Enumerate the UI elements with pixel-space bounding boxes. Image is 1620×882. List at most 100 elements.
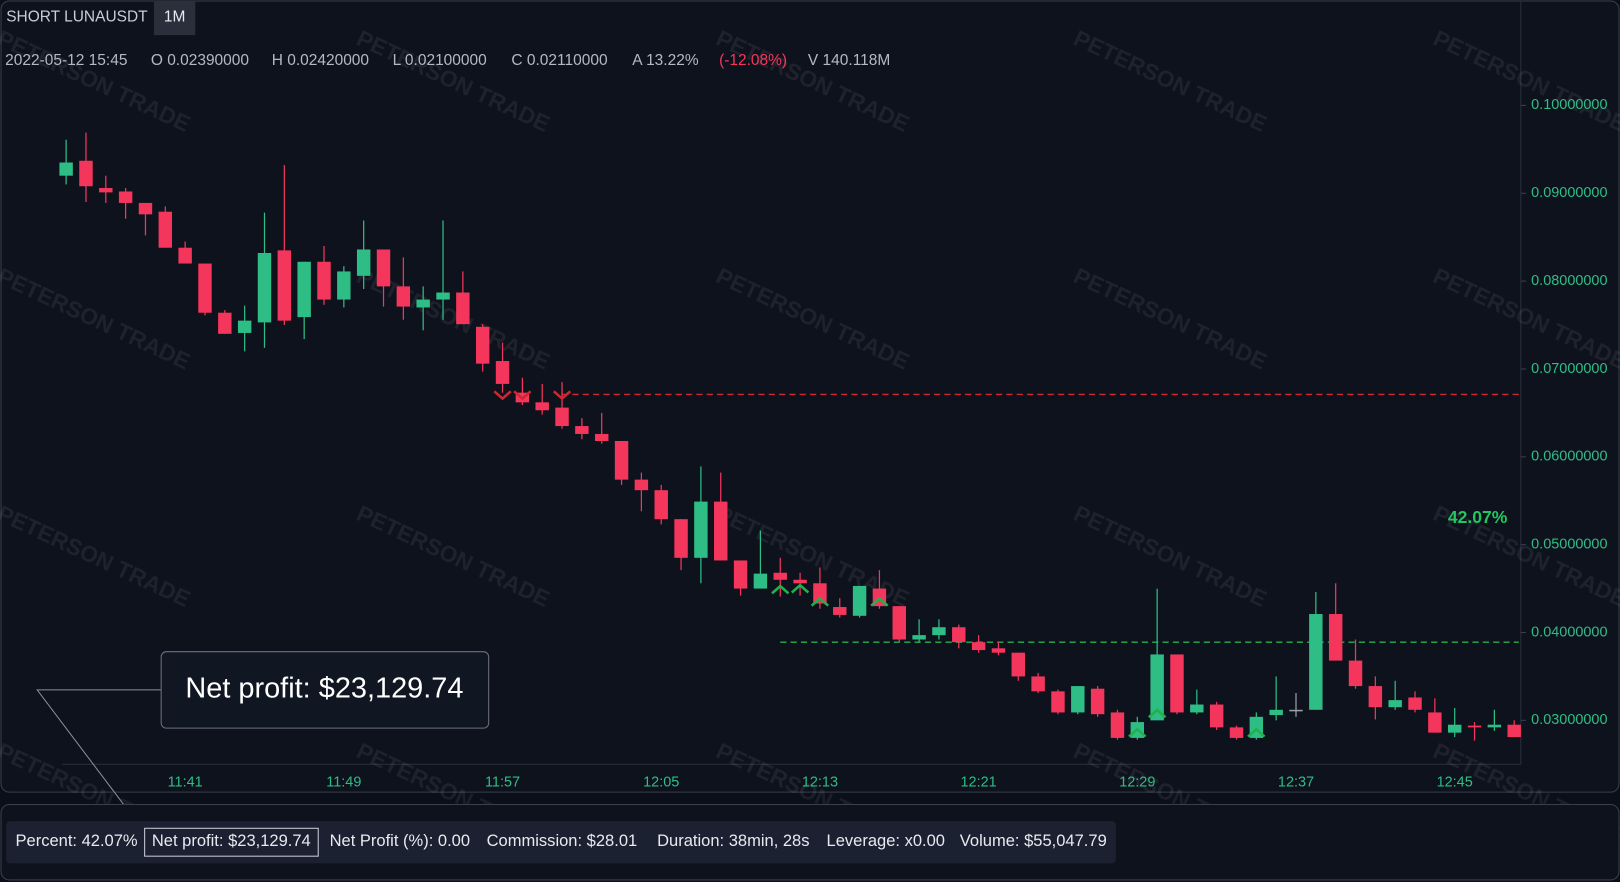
candle-body [396,286,411,307]
candle-body [1408,697,1422,710]
candle-body [1289,709,1303,712]
candle-body [852,585,867,616]
candle-body [1031,676,1045,692]
stat: Net Profit (%): 0.00 [330,831,470,850]
candle-body [297,261,311,318]
interval[interactable]: 1M [164,9,186,26]
stat: Net profit: $23,129.74 [152,831,311,850]
legend-low: L 0.02100000 [393,52,487,69]
candle-body [733,560,748,589]
y-tick-label: 0.03000000 [1531,712,1607,728]
candle-body [694,501,708,558]
interval-tab[interactable] [153,1,196,36]
candle-body [1209,704,1224,728]
y-tick-label: 0.08000000 [1531,273,1607,289]
candle-body [118,191,133,203]
candle-body [198,263,212,313]
candle-body [158,211,173,248]
candle-body [594,433,609,441]
x-tick-label: 12:21 [961,775,997,791]
candle-body [535,402,549,411]
x-tick-label: 12:13 [802,775,838,791]
legend-open: O 0.02390000 [151,52,249,69]
percent-annotation: 42.07% [1448,507,1508,527]
profit-annotation: Net profit: $23,129.74 [185,673,463,705]
candle-body [1090,688,1105,715]
stat: Leverage: x0.00 [827,831,945,850]
candle-body [376,249,391,287]
candle-body [614,440,629,480]
plot [59,132,1521,741]
candle-body [138,202,153,215]
candle-body [674,519,688,558]
candle-body [1190,704,1204,713]
signal-arrow [870,596,889,607]
candle-body [1071,686,1085,713]
candle-body [833,607,847,615]
candle-body [1428,712,1442,733]
y-tick-label: 0.07000000 [1531,361,1607,377]
signal-arrow [493,390,512,401]
candle-body [337,271,351,300]
candle-body [1447,724,1462,733]
candle-body [1309,614,1323,710]
candle-body [1051,691,1065,713]
candle-body [952,627,966,643]
candle-body [555,407,569,427]
y-tick-label: 0.04000000 [1531,624,1607,640]
y-tick-label: 0.09000000 [1531,185,1607,201]
candle-body [237,320,252,333]
candle-body [773,572,787,580]
candle-body [317,261,331,300]
candle-body [892,606,906,640]
legend-change: (-12.08%) [719,52,787,69]
candle-body [178,247,192,264]
signal-arrow [810,596,830,607]
candle-body [1507,724,1521,738]
candle-body [1269,709,1283,716]
candle-body [416,299,430,308]
candle-body [495,361,510,384]
candle-body [1011,652,1026,677]
leader-line [36,689,162,817]
stat: Volume: $55,047.79 [960,831,1107,850]
candle-body [1368,686,1383,708]
candle-body [1467,725,1482,728]
candle-body [793,579,807,584]
candle-body [932,627,946,636]
candle-body [475,326,490,364]
candle-body [356,249,371,276]
candle-body [1348,660,1363,687]
legend-volume: V 140.118M [808,52,890,69]
x-tick-label: 12:37 [1278,775,1314,791]
candle-body [456,292,470,325]
y-tick-label: 0.06000000 [1531,449,1607,465]
candle-body [991,648,1006,653]
legend-close: C 0.02110000 [511,52,607,69]
candle-body [1388,700,1402,708]
legend-date: 2022-05-12 15:45 [5,52,127,69]
signal-arrow [513,390,532,401]
symbol: SHORT LUNAUSDT [6,9,148,26]
y-tick-label: 0.05000000 [1531,536,1607,552]
x-tick-label: 11:41 [168,775,203,791]
candle-body [79,160,93,187]
legend-high: H 0.02420000 [272,52,369,69]
candle-body [575,426,589,434]
candle-body [813,583,827,604]
candle-body [59,162,73,176]
x-tick-label: 12:05 [643,775,679,791]
chart-panel [0,0,1620,793]
legend-amplitude: A 13.22% [632,52,699,69]
candle-body [654,490,668,520]
candle-body [1150,654,1164,721]
candle-body [1170,654,1184,713]
signal-arrow [1247,727,1266,738]
candle-body [1487,724,1502,728]
candle-body [1229,727,1244,738]
candle-body [99,187,113,193]
stat: Percent: 42.07% [15,831,137,850]
stats-bar [6,821,1116,864]
